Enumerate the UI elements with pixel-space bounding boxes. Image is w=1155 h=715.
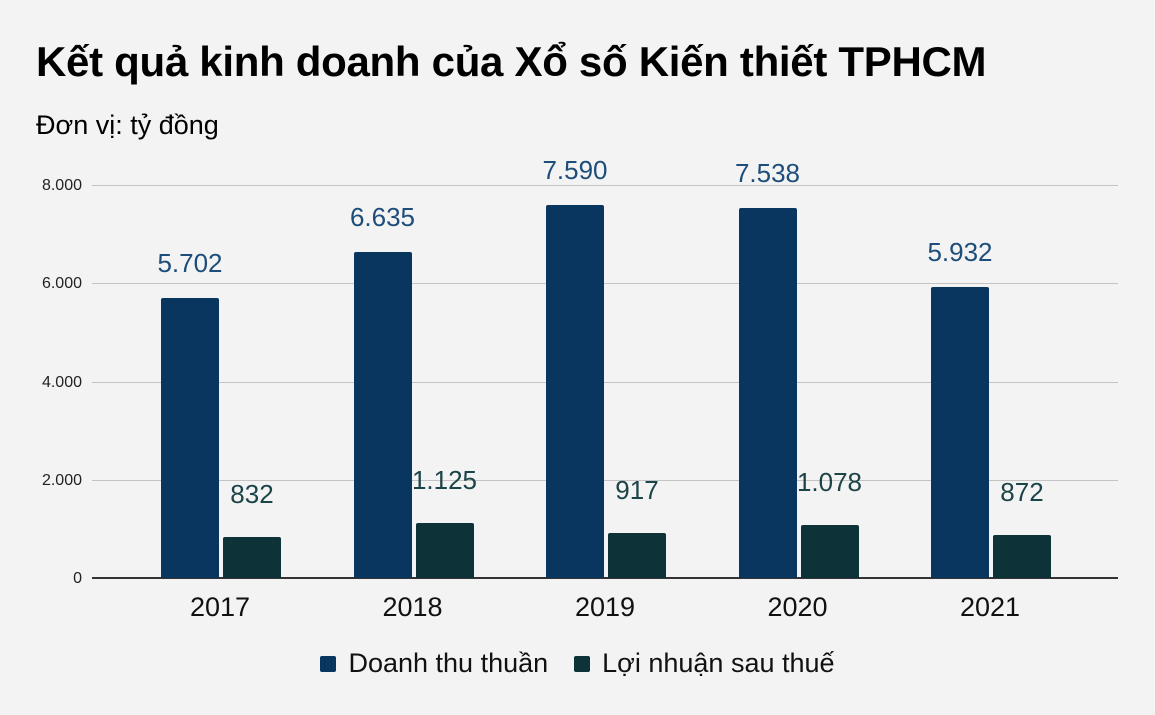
bar-profit [993, 535, 1051, 578]
value-label-profit: 1.078 [796, 467, 863, 498]
value-label-revenue: 7.590 [542, 155, 608, 186]
value-label-revenue: 7.538 [734, 157, 801, 188]
legend: Doanh thu thuần Lợi nhuận sau thuế [0, 648, 1155, 679]
x-tick-label: 2019 [574, 592, 636, 622]
value-label-revenue: 6.635 [349, 202, 416, 233]
bar-revenue [546, 205, 604, 578]
chart-title: Kết quả kinh doanh của Xổ số Kiến thiết … [36, 38, 987, 85]
y-tick-label: 4.000 [41, 373, 82, 391]
gridline [92, 479, 1118, 481]
gridline [92, 283, 1118, 285]
bar-revenue [161, 297, 219, 578]
bar-revenue [738, 207, 797, 578]
legend-label-revenue: Doanh thu thuần [348, 648, 549, 678]
legend-label-profit: Lợi nhuận sau thuế [602, 648, 835, 678]
bar-revenue [353, 252, 412, 578]
y-tick-label: 8.000 [41, 177, 82, 194]
value-label-profit: 1.125 [411, 464, 478, 495]
x-tick-label: 2018 [382, 592, 443, 622]
value-label-revenue: 5.702 [157, 247, 223, 278]
gridline [92, 381, 1118, 383]
chart-subtitle: Đơn vị: tỷ đồng [36, 110, 219, 140]
y-tick-label: 0 [73, 570, 82, 587]
legend-item-revenue: Doanh thu thuần [320, 648, 548, 679]
legend-swatch-revenue [320, 655, 337, 672]
x-tick-label: 2020 [767, 592, 828, 622]
x-tick-label: 2017 [189, 592, 251, 622]
value-label-profit: 917 [615, 474, 659, 505]
value-label-profit: 832 [230, 479, 274, 510]
bar-profit [800, 525, 859, 578]
bar-profit [608, 532, 666, 578]
gridline [92, 185, 1118, 186]
bar-profit [415, 522, 474, 578]
y-tick-label: 6.000 [41, 275, 82, 293]
value-label-profit: 872 [1000, 477, 1044, 508]
legend-item-profit: Lợi nhuận sau thuế [574, 648, 835, 679]
bar-profit [223, 537, 281, 578]
y-tick-label: 2.000 [41, 471, 82, 489]
legend-swatch-profit [574, 655, 591, 672]
value-label-revenue: 5.932 [927, 236, 993, 267]
bar-revenue [931, 286, 989, 578]
x-axis-baseline [92, 577, 1118, 579]
x-tick-label: 2021 [959, 592, 1021, 622]
